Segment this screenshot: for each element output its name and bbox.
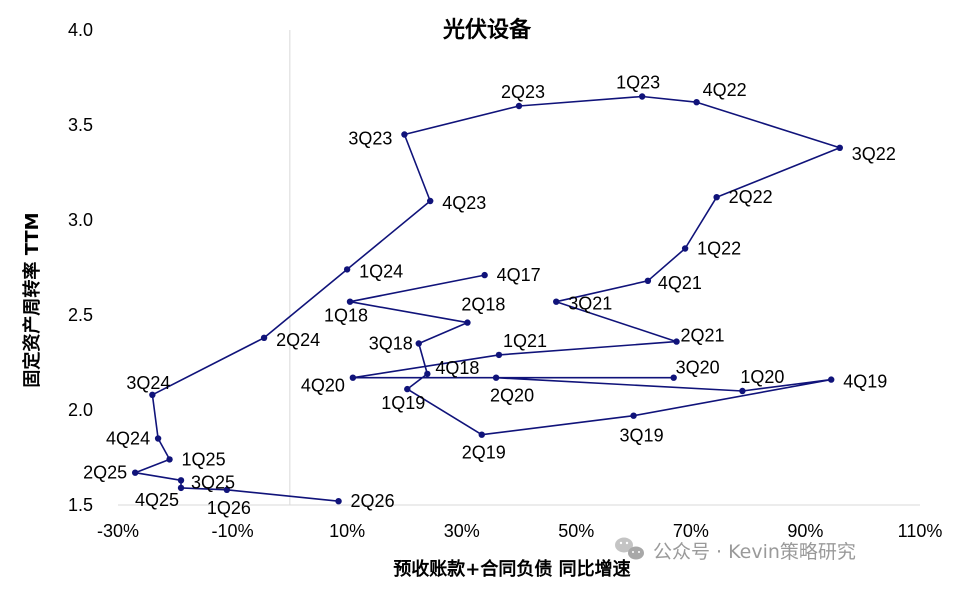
x-tick-label: 10% — [329, 521, 365, 541]
point-label: 3Q23 — [348, 129, 392, 149]
point-label: 4Q23 — [442, 193, 486, 213]
chart-title: 光伏设备 — [442, 17, 532, 43]
data-point — [335, 498, 342, 505]
tick-labels: -30% -10% 10% 30% 50% 70% 90% 110% 1.5 2.0 2.5 3.0 3… — [68, 20, 942, 541]
data-point — [673, 338, 680, 345]
axes — [118, 30, 920, 506]
point-label: 1Q25 — [182, 449, 226, 469]
data-point — [739, 387, 746, 395]
watermark: 公众号 · Kevin策略研究 — [615, 537, 856, 563]
data-point — [177, 484, 185, 492]
point-label: 4Q19 — [843, 372, 887, 392]
x-tick-label: -10% — [212, 521, 254, 541]
point-label: 1Q23 — [616, 73, 660, 93]
data-point — [177, 477, 185, 484]
point-label: 2Q20 — [490, 386, 534, 406]
y-tick-label: 3.5 — [68, 115, 93, 135]
y-tick-label: 1.5 — [68, 495, 93, 515]
data-point — [713, 194, 720, 201]
point-label: 1Q19 — [381, 393, 425, 413]
x-tick-label: 70% — [673, 521, 709, 541]
data-point — [404, 385, 411, 393]
data-point — [644, 277, 652, 284]
point-label: 3Q19 — [620, 426, 664, 446]
point-label: 3Q18 — [369, 334, 413, 354]
data-point — [149, 391, 156, 398]
data-point — [346, 298, 354, 305]
data-point — [828, 376, 835, 383]
wechat-icon — [615, 537, 644, 560]
data-point — [515, 102, 523, 110]
y-axis-title: 固定资产周转率 TTM — [21, 212, 43, 387]
data-point — [836, 144, 843, 151]
data-point — [343, 266, 351, 273]
y-tick-label: 2.5 — [68, 305, 93, 325]
data-point — [693, 99, 700, 106]
data-point — [553, 298, 560, 305]
point-label: 2Q22 — [729, 187, 773, 207]
x-tick-label: 110% — [898, 521, 943, 541]
point-label: 2Q18 — [461, 295, 505, 315]
x-tick-label: -30% — [97, 521, 139, 541]
y-tick-label: 4.0 — [68, 20, 93, 40]
point-label: 2Q19 — [462, 443, 506, 463]
x-tick-label: 90% — [787, 521, 823, 541]
watermark-text: 公众号 · Kevin策略研究 — [653, 541, 856, 563]
data-point — [464, 319, 471, 326]
data-point — [424, 370, 431, 378]
data-point — [427, 197, 434, 205]
point-label: 3Q24 — [126, 373, 170, 393]
data-point — [481, 271, 488, 279]
point-label: 3Q25 — [191, 472, 235, 492]
point-label: 4Q20 — [301, 376, 345, 396]
data-point — [670, 374, 677, 381]
point-label: 1Q26 — [207, 498, 251, 518]
data-point — [131, 469, 139, 476]
point-labels: 4Q17 1Q18 2Q18 3Q18 4Q18 1Q19 2Q19 3Q19 4Q19 1Q20… — [83, 73, 896, 518]
x-axis-title: 预收账款+合同负债 同比增速 — [393, 558, 630, 580]
data-point — [492, 374, 500, 381]
y-tick-label: 2.0 — [68, 400, 93, 420]
point-label: 2Q24 — [276, 330, 320, 350]
data-point — [166, 456, 173, 463]
point-label: 3Q21 — [568, 294, 612, 314]
point-label: 4Q25 — [135, 490, 179, 510]
x-tick-label: 50% — [558, 521, 594, 541]
data-point — [478, 431, 485, 438]
x-tick-label: 30% — [444, 521, 480, 541]
data-point — [681, 245, 689, 252]
data-point — [154, 435, 162, 442]
data-point — [630, 412, 637, 419]
data-point — [349, 374, 357, 381]
data-point — [223, 486, 231, 493]
point-label: 1Q20 — [740, 367, 784, 387]
point-label: 3Q22 — [852, 144, 896, 164]
point-label: 2Q25 — [83, 463, 127, 483]
point-label: 2Q26 — [351, 491, 395, 511]
y-tick-label: 3.0 — [68, 210, 93, 230]
point-label: 4Q21 — [658, 273, 702, 293]
point-label: 4Q17 — [497, 265, 541, 285]
point-label: 1Q21 — [503, 331, 547, 351]
data-point — [415, 340, 422, 347]
point-label: 4Q22 — [703, 80, 747, 100]
point-label: 2Q21 — [681, 326, 725, 346]
point-label: 1Q22 — [697, 239, 741, 259]
point-label: 4Q18 — [435, 358, 479, 378]
point-label: 3Q20 — [676, 358, 720, 378]
point-label: 2Q23 — [501, 82, 545, 102]
data-point — [495, 351, 503, 359]
data-point — [260, 334, 268, 341]
data-point — [401, 131, 408, 138]
data-point — [638, 93, 646, 100]
point-label: 1Q24 — [359, 261, 403, 281]
data-points — [131, 93, 843, 505]
point-label: 1Q18 — [324, 306, 368, 326]
point-label: 4Q24 — [106, 429, 150, 449]
